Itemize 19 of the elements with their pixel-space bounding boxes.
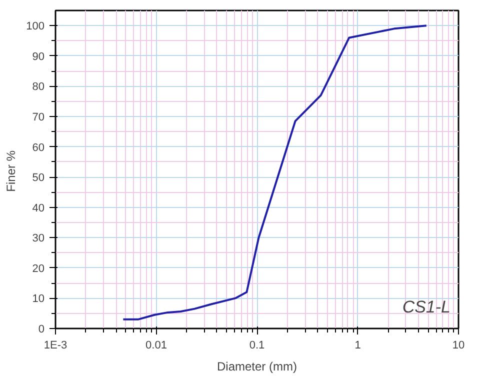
x-tick-label: 0.1 (249, 340, 265, 352)
annotation: CS1-L (402, 298, 450, 316)
y-tick-label: 70 (32, 112, 45, 124)
x-axis-title: Diameter (mm) (217, 360, 298, 374)
y-tick-label: 40 (32, 202, 45, 214)
x-tick-label: 1 (354, 340, 361, 352)
x-tick-label: 0.01 (146, 340, 167, 352)
y-axis-title: Finer % (4, 150, 18, 192)
y-tick-label: 30 (32, 232, 45, 245)
x-tick-label: 10 (452, 340, 465, 352)
y-tick-label: 50 (32, 172, 45, 184)
y-tick-label: 60 (32, 142, 45, 154)
y-tick-label: 0 (38, 324, 45, 336)
y-tick-label: 10 (32, 293, 45, 306)
y-tick-label: 100 (26, 20, 45, 33)
y-tick-label: 80 (32, 81, 45, 94)
x-tick-label: 1E-3 (44, 340, 68, 352)
y-tick-label: 90 (32, 50, 45, 63)
y-tick-label: 20 (32, 262, 45, 275)
